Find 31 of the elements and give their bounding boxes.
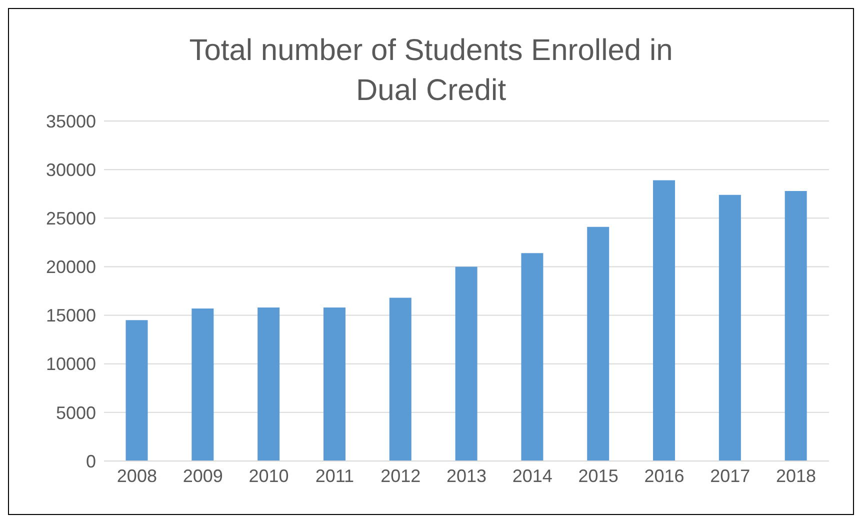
bar bbox=[653, 180, 676, 461]
bar bbox=[126, 320, 148, 461]
x-tick-label: 2011 bbox=[315, 466, 354, 486]
y-tick-label: 25000 bbox=[46, 208, 96, 229]
bar bbox=[718, 194, 741, 461]
x-tick-label: 2010 bbox=[248, 466, 289, 486]
bar bbox=[323, 308, 346, 461]
y-tick-label: 10000 bbox=[46, 354, 96, 374]
y-tick-label: 15000 bbox=[46, 306, 96, 326]
bar bbox=[192, 308, 214, 461]
bar bbox=[258, 308, 280, 461]
y-tick-label: 0 bbox=[86, 451, 96, 472]
bar bbox=[521, 253, 544, 461]
x-tick-label: 2018 bbox=[776, 466, 816, 486]
x-tick-label: 2015 bbox=[578, 466, 618, 486]
x-tick-label: 2014 bbox=[512, 466, 552, 486]
y-tick-label: 35000 bbox=[46, 111, 96, 132]
chart-title: Total number of Students Enrolled in Dual Credit bbox=[188, 33, 674, 109]
x-tick-label: 2016 bbox=[644, 466, 684, 486]
bar bbox=[784, 190, 807, 461]
x-tick-label: 2012 bbox=[380, 466, 421, 486]
x-tick-label: 2009 bbox=[182, 466, 223, 486]
y-tick-label: 20000 bbox=[46, 257, 96, 278]
y-tick-label: 5000 bbox=[56, 402, 96, 423]
x-tick-label: 2013 bbox=[446, 466, 487, 486]
x-tick-label: 2017 bbox=[710, 466, 750, 486]
x-tick-label: 2008 bbox=[116, 466, 157, 486]
bar bbox=[389, 298, 412, 461]
bar bbox=[587, 226, 610, 461]
bar bbox=[455, 266, 478, 461]
y-tick-label: 30000 bbox=[46, 160, 96, 180]
